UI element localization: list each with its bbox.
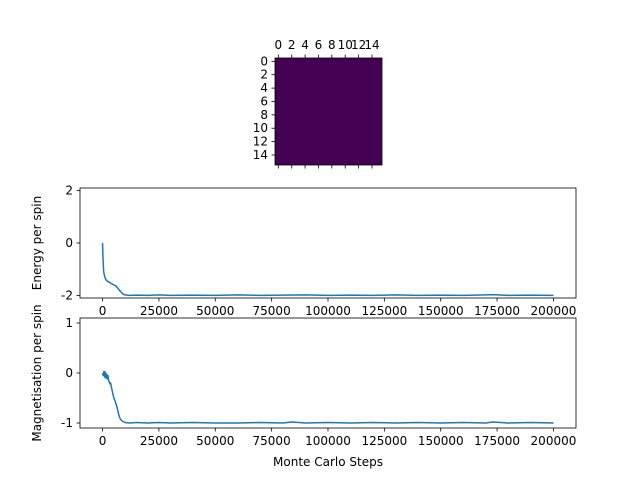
series-line xyxy=(101,370,554,424)
xtick-label: 175000 xyxy=(474,434,520,448)
heatmap-ytick-label: 2 xyxy=(260,68,268,82)
xtick-label: 75000 xyxy=(253,434,291,448)
xtick-label: 175000 xyxy=(474,304,520,318)
heatmap-xtick-label: 4 xyxy=(301,38,309,52)
xtick-label: 0 xyxy=(99,434,107,448)
x-axis-label: Monte Carlo Steps xyxy=(273,455,383,469)
heatmap-xtick-label: 12 xyxy=(351,38,366,52)
xtick-label: 200000 xyxy=(531,304,577,318)
heatmap-xtick-label: 14 xyxy=(364,38,379,52)
heatmap-ytick-label: 6 xyxy=(260,94,268,108)
heatmap-cells xyxy=(275,58,382,165)
xtick-label: 75000 xyxy=(253,304,291,318)
heatmap-ytick-label: 8 xyxy=(260,108,268,122)
xtick-label: 25000 xyxy=(140,434,178,448)
series-line xyxy=(101,242,554,297)
ytick-label: -2 xyxy=(61,288,73,302)
energy-plot: 0 25000 50000 75000 100000 125000 150000 175000… xyxy=(30,184,577,318)
plot-frame xyxy=(79,187,577,299)
heatmap-xtick-label: 8 xyxy=(328,38,336,52)
ytick-label: -1 xyxy=(61,416,73,430)
xtick-label: 50000 xyxy=(196,304,234,318)
ytick-label: 0 xyxy=(65,366,73,380)
magnetisation-plot: 0 25000 50000 75000 100000 125000 150000 175000… xyxy=(30,304,577,469)
xtick-label: 100000 xyxy=(305,304,351,318)
heatmap-xtick-label: 6 xyxy=(315,38,323,52)
heatmap-ytick-label: 14 xyxy=(253,148,268,162)
xtick-label: 150000 xyxy=(418,434,464,448)
heatmap-xtick-label: 10 xyxy=(338,38,353,52)
ytick-label: 1 xyxy=(65,316,73,330)
y-axis-label: Energy per spin xyxy=(30,196,44,290)
xtick-label: 50000 xyxy=(196,434,234,448)
heatmap-ytick-label: 4 xyxy=(260,81,268,95)
ytick-label: 2 xyxy=(65,184,73,198)
heatmap-ytick-label: 10 xyxy=(253,121,268,135)
heatmap-xtick-label: 0 xyxy=(275,38,283,52)
plot-frame xyxy=(79,317,577,429)
heatmap-xtick-label: 2 xyxy=(288,38,296,52)
heatmap-frame xyxy=(274,57,383,166)
heatmap-ytick-label: 12 xyxy=(253,135,268,149)
heatmap-ytick-label: 0 xyxy=(260,54,268,68)
xtick-label: 100000 xyxy=(305,434,351,448)
y-axis-label: Magnetisation per spin xyxy=(30,304,44,441)
ytick-label: 0 xyxy=(65,236,73,250)
xtick-label: 200000 xyxy=(531,434,577,448)
xtick-label: 25000 xyxy=(140,304,178,318)
xtick-label: 150000 xyxy=(418,304,464,318)
xtick-label: 125000 xyxy=(361,434,407,448)
xtick-label: 0 xyxy=(99,304,107,318)
xtick-label: 125000 xyxy=(361,304,407,318)
